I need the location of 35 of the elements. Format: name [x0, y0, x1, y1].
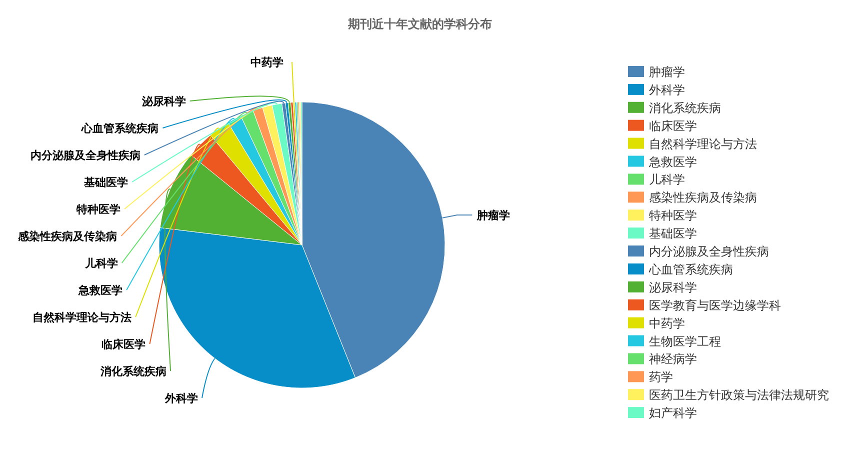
data-label: 临床医学: [102, 338, 146, 351]
data-label: 儿科学: [84, 257, 118, 270]
data-label: 心血管系统疾病: [80, 122, 159, 135]
legend-label: 急救医学: [648, 154, 697, 169]
chart-title: 期刊近十年文献的学科分布: [347, 17, 492, 31]
legend-label: 消化系统疾病: [649, 100, 721, 115]
legend-label: 妇产科学: [649, 406, 697, 420]
legend-label: 基础医学: [649, 226, 697, 241]
data-label: 消化系统疾病: [100, 365, 167, 378]
data-label: 特种医学: [76, 203, 121, 216]
data-label: 急救医学: [78, 284, 123, 297]
legend-label: 医学教育与医学边缘学科: [649, 298, 781, 312]
data-label: 感染性疾病及传染病: [17, 230, 118, 243]
legend-label: 内分泌腺及全身性疾病: [649, 244, 769, 258]
legend-label: 心血管系统疾病: [648, 262, 733, 276]
legend-label: 肿瘤学: [649, 65, 685, 79]
data-label: 外科学: [164, 392, 198, 405]
legend-label: 药学: [649, 370, 673, 384]
legend-label: 特种医学: [649, 208, 697, 223]
legend-label: 儿科学: [649, 172, 685, 187]
data-label: 肿瘤学: [476, 209, 510, 222]
legend-label: 生物医学工程: [649, 334, 721, 348]
data-label: 自然科学理论与方法: [32, 311, 132, 324]
data-label: 中药学: [250, 56, 284, 69]
data-label: 泌尿科学: [140, 95, 186, 108]
legend-label: 神经病学: [649, 352, 697, 366]
legend-label: 泌尿科学: [649, 280, 697, 294]
legend-label: 外科学: [649, 82, 685, 97]
legend-label: 自然科学理论与方法: [649, 136, 757, 151]
legend-label: 临床医学: [649, 118, 697, 133]
legend-label: 医药卫生方针政策与法律法规研究: [649, 388, 829, 402]
legend-label: 中药学: [649, 316, 685, 330]
data-label: 基础医学: [83, 176, 128, 189]
legend-label: 感染性疾病及传染病: [649, 190, 757, 205]
data-label: 内分泌腺及全身性疾病: [30, 149, 140, 162]
